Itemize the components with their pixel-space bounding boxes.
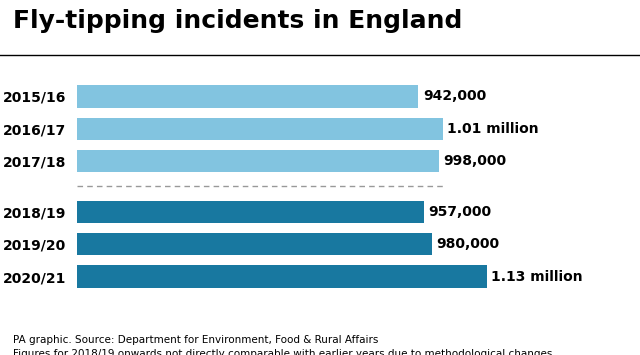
Text: 980,000: 980,000 xyxy=(436,237,500,251)
Bar xyxy=(77,201,424,223)
Text: Figures for 2018/19 onwards not directly comparable with earlier years due to me: Figures for 2018/19 onwards not directly… xyxy=(13,349,552,355)
Text: Fly-tipping incidents in England: Fly-tipping incidents in England xyxy=(13,9,462,33)
Text: 1.13 million: 1.13 million xyxy=(491,269,582,284)
Bar xyxy=(77,85,419,108)
Text: PA graphic. Source: Department for Environment, Food & Rural Affairs: PA graphic. Source: Department for Envir… xyxy=(13,335,378,345)
Text: 942,000: 942,000 xyxy=(423,89,486,103)
Bar xyxy=(77,118,443,140)
Text: 957,000: 957,000 xyxy=(428,205,492,219)
Bar xyxy=(77,150,439,173)
Bar xyxy=(77,265,486,288)
Text: 998,000: 998,000 xyxy=(443,154,506,168)
Text: 1.01 million: 1.01 million xyxy=(447,122,539,136)
Bar xyxy=(77,233,432,255)
